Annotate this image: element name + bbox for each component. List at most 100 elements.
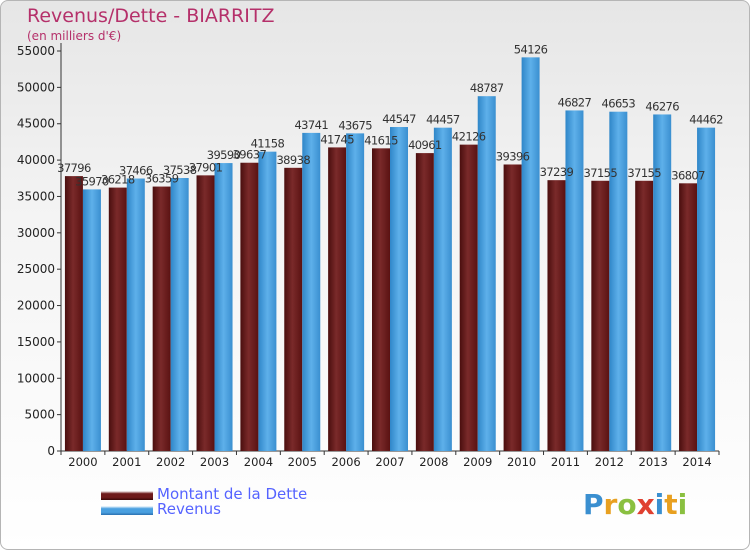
bar-revenus xyxy=(346,133,365,451)
data-label-revenus: 46827 xyxy=(558,95,592,109)
bar-revenus xyxy=(477,96,496,451)
x-tick-label: 2008 xyxy=(419,455,448,469)
x-tick-label: 2011 xyxy=(551,455,580,469)
bar-revenus xyxy=(258,151,277,451)
proxiti-logo: Proxiti xyxy=(583,488,687,521)
data-label-dette: 39637 xyxy=(233,148,267,162)
data-label-revenus: 44462 xyxy=(689,113,723,127)
chart-subtitle: (en milliers d'€) xyxy=(27,29,122,43)
x-tick-label: 2003 xyxy=(200,455,229,469)
legend-swatch-dette xyxy=(101,491,153,500)
data-label-dette: 37901 xyxy=(189,160,223,174)
data-label-revenus: 41158 xyxy=(251,137,285,151)
y-tick-label: 50000 xyxy=(17,80,55,94)
bar-dette xyxy=(328,147,347,451)
bar-revenus xyxy=(302,132,321,451)
data-label-revenus: 37538 xyxy=(163,163,197,177)
data-label-dette: 36218 xyxy=(101,173,135,187)
bar-dette xyxy=(284,167,303,451)
x-tick-label: 2001 xyxy=(112,455,141,469)
bar-dette xyxy=(459,144,478,451)
y-tick-label: 35000 xyxy=(17,189,55,203)
x-tick-label: 2004 xyxy=(244,455,273,469)
x-tick-label: 2012 xyxy=(595,455,624,469)
x-tick-label: 2005 xyxy=(288,455,317,469)
x-tick-label: 2002 xyxy=(156,455,185,469)
data-label-dette: 37155 xyxy=(627,166,661,180)
y-tick-label: 55000 xyxy=(17,44,55,58)
legend-label-dette: Montant de la Dette xyxy=(157,485,308,503)
bar-revenus xyxy=(565,110,584,451)
data-label-revenus: 44547 xyxy=(382,112,416,126)
y-tick-label: 15000 xyxy=(17,335,55,349)
data-label-revenus: 43675 xyxy=(338,118,372,132)
logo-letter: P xyxy=(583,488,604,521)
legend-swatch-revenus xyxy=(101,506,153,515)
data-label-revenus: 43741 xyxy=(294,118,328,132)
logo-letter: o xyxy=(617,488,637,521)
y-tick-label: 40000 xyxy=(17,153,55,167)
data-label-dette: 38938 xyxy=(276,153,310,167)
bar-revenus xyxy=(521,57,540,452)
data-label-revenus: 48787 xyxy=(470,81,504,95)
bar-dette xyxy=(64,176,83,451)
y-tick-label: 25000 xyxy=(17,262,55,276)
bar-dette xyxy=(679,183,698,451)
data-label-revenus: 39590 xyxy=(207,148,241,162)
x-tick-label: 2009 xyxy=(463,455,492,469)
bar-revenus xyxy=(82,189,101,451)
bar-revenus xyxy=(609,111,628,452)
bar-dette xyxy=(591,180,610,452)
bar-dette xyxy=(372,148,390,451)
x-tick-label: 2013 xyxy=(639,455,668,469)
bar-dette xyxy=(196,175,215,451)
data-label-dette: 39396 xyxy=(496,149,530,163)
bar-revenus xyxy=(653,114,672,452)
y-tick-label: 45000 xyxy=(17,117,55,131)
data-label-revenus: 46276 xyxy=(645,99,679,113)
bar-revenus xyxy=(170,177,189,451)
data-label-dette: 42126 xyxy=(452,130,486,144)
bar-dette xyxy=(152,186,171,451)
y-tick-label: 30000 xyxy=(17,226,55,240)
data-label-dette: 36807 xyxy=(671,168,705,182)
data-label-dette: 37155 xyxy=(584,166,618,180)
bar-dette xyxy=(547,180,566,452)
bar-dette xyxy=(503,164,522,451)
logo-letter: i xyxy=(654,488,665,521)
data-label-dette: 37796 xyxy=(57,161,91,175)
data-label-dette: 37239 xyxy=(540,165,574,179)
x-tick-label: 2000 xyxy=(68,455,97,469)
bar-dette xyxy=(240,162,259,452)
y-tick-label: 5000 xyxy=(24,408,55,422)
data-label-revenus: 44457 xyxy=(426,113,460,127)
logo-letter: t xyxy=(664,488,678,521)
y-tick-label: 10000 xyxy=(17,371,55,385)
x-tick-label: 2010 xyxy=(507,455,536,469)
bar-revenus xyxy=(433,127,452,451)
data-label-revenus: 54126 xyxy=(514,42,548,56)
data-label-revenus: 37466 xyxy=(119,164,153,178)
x-tick-label: 2007 xyxy=(375,455,404,469)
bar-revenus xyxy=(390,127,408,451)
bar-revenus xyxy=(126,178,145,451)
logo-letter: x xyxy=(636,488,655,521)
bar-dette xyxy=(635,180,654,452)
bar-dette xyxy=(415,153,434,452)
legend-label-revenus: Revenus xyxy=(157,500,221,518)
data-label-revenus: 35970 xyxy=(75,174,109,188)
y-tick-label: 20000 xyxy=(17,299,55,313)
data-label-dette: 41745 xyxy=(320,132,354,146)
x-tick-label: 2014 xyxy=(682,455,711,469)
x-tick-label: 2006 xyxy=(331,455,360,469)
bar-revenus xyxy=(214,163,233,451)
chart-title: Revenus/Dette - BIARRITZ xyxy=(27,5,275,27)
logo-letter: r xyxy=(603,488,618,521)
data-label-revenus: 46653 xyxy=(602,97,636,111)
y-tick-label: 0 xyxy=(47,444,55,458)
bar-revenus xyxy=(697,127,716,451)
data-label-dette: 40961 xyxy=(408,138,442,152)
data-label-dette: 36359 xyxy=(145,172,179,186)
